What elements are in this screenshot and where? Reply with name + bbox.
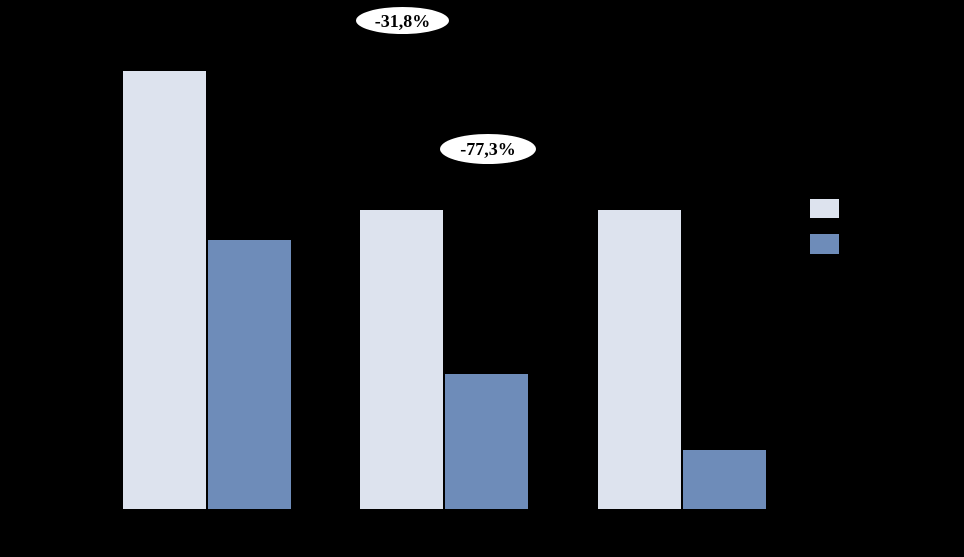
bar-series1-group2 xyxy=(360,210,443,509)
bar-series1-group3 xyxy=(598,210,681,509)
annotation-label-1: -31,8% xyxy=(374,10,431,31)
legend-swatch-series-1 xyxy=(810,199,839,218)
bar-series1-group1 xyxy=(123,71,206,509)
annotation-oval-1: -31,8% xyxy=(356,7,449,34)
bar-series2-group3 xyxy=(683,450,766,509)
bar-series2-group1 xyxy=(208,240,291,509)
annotation-label-2: -77,3% xyxy=(460,139,516,159)
bar-series2-group2 xyxy=(445,374,528,509)
annotation-oval-2: -77,3% xyxy=(440,134,536,164)
legend-swatch-series-2 xyxy=(810,234,839,254)
